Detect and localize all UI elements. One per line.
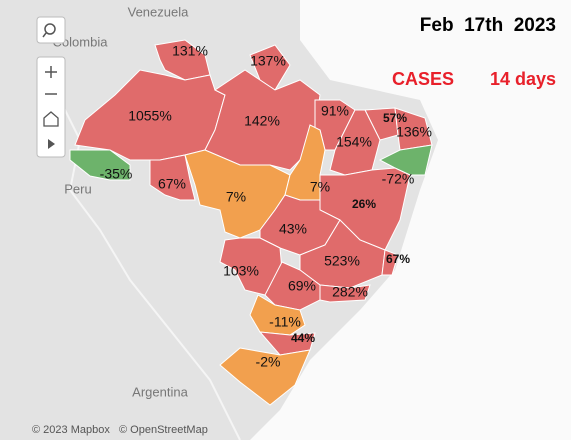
place-label: Venezuela — [128, 4, 189, 19]
region-label: 91% — [321, 103, 349, 119]
home-button[interactable] — [43, 111, 59, 127]
region-label: 67% — [158, 176, 186, 192]
region-label: 523% — [324, 253, 360, 269]
region-label: 1055% — [128, 108, 172, 124]
region-label: -72% — [382, 171, 415, 187]
region[interactable] — [299, 219, 386, 289]
region-label: 7% — [310, 179, 330, 195]
attribution[interactable]: © OpenStreetMap — [119, 424, 208, 436]
region-label: 67% — [386, 252, 410, 266]
region-label: 57% — [383, 111, 407, 125]
map-controls[interactable] — [36, 16, 66, 158]
regions — [69, 39, 433, 406]
region-label: -2% — [256, 354, 281, 370]
expand-button[interactable] — [48, 139, 55, 149]
region[interactable] — [249, 44, 291, 91]
region-label: 136% — [396, 124, 432, 140]
period: 14 days — [490, 69, 556, 89]
place-label: Peru — [64, 181, 91, 196]
region[interactable] — [219, 347, 311, 406]
region-label: 44% — [291, 331, 315, 345]
region[interactable] — [258, 331, 316, 356]
region-label: 7% — [226, 189, 246, 205]
attribution: © 2023 Mapbox — [32, 424, 110, 436]
region[interactable] — [249, 294, 306, 336]
region-label: 282% — [332, 284, 368, 300]
region-label: 103% — [223, 263, 259, 279]
region[interactable] — [69, 149, 131, 181]
region[interactable] — [149, 154, 196, 201]
search-icon — [42, 32, 47, 38]
region-label: 69% — [288, 278, 316, 294]
zoom-in[interactable] — [45, 66, 57, 78]
region-label: 137% — [250, 53, 286, 69]
zoom-controls[interactable] — [36, 56, 66, 158]
region-label: 154% — [336, 134, 372, 150]
region-label: -35% — [100, 166, 133, 182]
region-label: 26% — [352, 197, 376, 211]
region-label: 131% — [172, 43, 208, 59]
metric: CASES — [392, 69, 454, 89]
border — [59, 99, 241, 440]
date: Feb 17th 2023 — [420, 15, 556, 36]
region[interactable] — [319, 284, 371, 303]
region[interactable] — [264, 261, 321, 311]
region[interactable] — [381, 249, 399, 276]
region-label: -11% — [269, 314, 301, 330]
search-icon — [44, 23, 56, 35]
place-label: Colombia — [53, 34, 109, 49]
search-button[interactable] — [36, 16, 66, 44]
region-label: 142% — [244, 113, 280, 129]
place-label: Argentina — [132, 384, 188, 399]
region-label: 43% — [279, 221, 307, 237]
